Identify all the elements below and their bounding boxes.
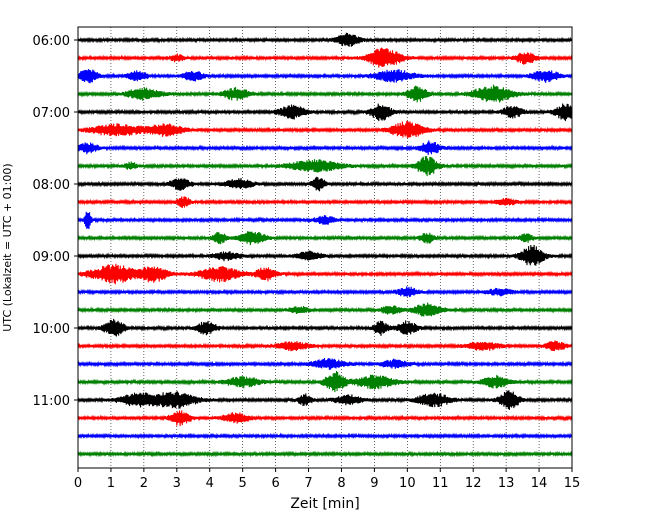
x-tick-label: 5	[239, 476, 247, 491]
trace-1015	[77, 340, 573, 352]
trace-1000	[77, 318, 573, 337]
y-axis-ticks: 06:00 07:00 08:00 09:00 10:00 11:00	[33, 34, 78, 409]
trace-0830	[77, 211, 573, 230]
x-axis-ticks: 0 1 2 3 4 5 6 7 8 9 10 11 12 13 14 15	[74, 468, 580, 491]
x-tick-label: 4	[206, 476, 214, 491]
x-tick-label: 6	[271, 476, 279, 491]
x-axis-label: Zeit [min]	[290, 496, 359, 512]
x-tick-label: 9	[370, 476, 378, 491]
trace-0930	[77, 286, 573, 297]
y-tick-label: 08:00	[33, 178, 70, 193]
y-tick-label: 10:00	[33, 322, 70, 337]
trace-1100	[77, 390, 573, 410]
x-tick-label: 7	[304, 476, 312, 491]
x-tick-label: 1	[107, 476, 115, 491]
x-tick-label: 8	[337, 476, 345, 491]
trace-0745	[77, 156, 573, 177]
trace-0730	[77, 140, 573, 155]
y-tick-label: 11:00	[33, 394, 70, 409]
trace-0800	[77, 176, 573, 192]
trace-1045	[77, 371, 573, 393]
x-tick-label: 0	[74, 476, 82, 491]
x-tick-label: 10	[399, 476, 416, 491]
y-tick-label: 09:00	[33, 250, 70, 265]
trace-1130	[77, 432, 573, 440]
x-tick-label: 2	[140, 476, 148, 491]
trace-1115	[77, 410, 573, 427]
trace-1030	[77, 357, 573, 370]
trace-0900	[77, 244, 573, 266]
trace-0600	[77, 32, 573, 47]
trace-0915	[77, 263, 573, 285]
x-tick-label: 3	[173, 476, 181, 491]
x-tick-label: 13	[498, 476, 515, 491]
y-tick-label: 06:00	[33, 34, 70, 49]
trace-0645	[77, 84, 573, 103]
seismic-traces	[77, 32, 573, 458]
x-tick-label: 15	[564, 476, 581, 491]
trace-0615	[77, 47, 573, 68]
trace-0700	[77, 103, 573, 122]
trace-0845	[77, 231, 573, 246]
y-axis-label: UTC (Lokalzeit = UTC + 01:00)	[1, 163, 14, 331]
y-tick-label: 07:00	[33, 106, 70, 121]
trace-0630	[77, 69, 573, 84]
x-tick-label: 14	[531, 476, 548, 491]
trace-1145	[77, 450, 573, 458]
trace-0715	[77, 120, 573, 139]
plot-frame	[77, 26, 573, 469]
trace-0945	[77, 302, 573, 317]
x-tick-label: 12	[465, 476, 482, 491]
x-tick-label: 11	[432, 476, 449, 491]
trace-0815	[77, 196, 573, 209]
